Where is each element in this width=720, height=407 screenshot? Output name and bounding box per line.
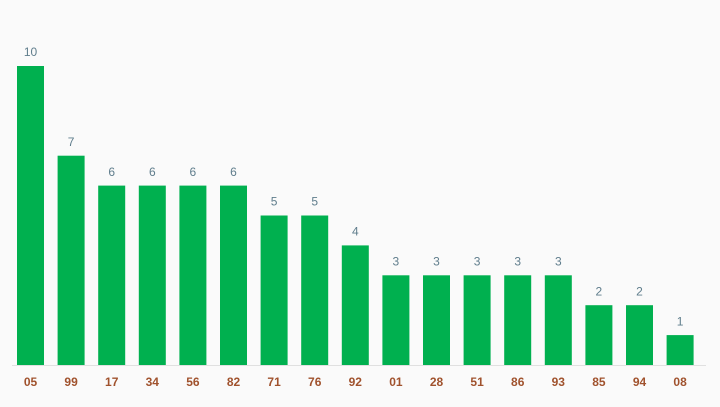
x-tick-label: 34	[146, 375, 160, 389]
bar	[544, 275, 572, 365]
value-label: 6	[230, 165, 237, 179]
value-label: 5	[311, 195, 318, 209]
value-label: 6	[190, 165, 197, 179]
bar	[220, 185, 247, 365]
bar	[585, 305, 613, 365]
value-label: 4	[352, 225, 359, 239]
value-label: 2	[596, 284, 603, 298]
bar	[179, 185, 207, 365]
x-tick-label: 82	[227, 375, 241, 389]
bar	[260, 215, 288, 365]
bar	[463, 275, 491, 365]
value-label: 3	[555, 254, 562, 268]
value-label: 3	[433, 254, 440, 268]
value-label: 3	[514, 254, 521, 268]
bar	[504, 275, 532, 365]
bar	[138, 185, 166, 365]
x-tick-label: 05	[24, 375, 38, 389]
bar	[17, 66, 44, 365]
x-tick-label: 85	[592, 375, 606, 389]
x-tick-label: 99	[64, 375, 78, 389]
bar	[98, 185, 126, 365]
x-tick-label: 01	[389, 375, 403, 389]
value-label: 6	[108, 165, 115, 179]
bar	[626, 305, 653, 365]
x-tick-label: 86	[511, 375, 525, 389]
x-tick-label: 17	[105, 375, 119, 389]
value-label: 2	[636, 284, 643, 298]
x-tick-label: 92	[349, 375, 363, 389]
value-label: 7	[68, 135, 75, 149]
x-tick-label: 28	[430, 375, 444, 389]
value-label: 1	[677, 314, 684, 328]
x-tick-label: 56	[186, 375, 200, 389]
value-label: 10	[24, 45, 38, 59]
value-label: 5	[271, 195, 278, 209]
x-tick-label: 93	[552, 375, 566, 389]
bar	[382, 275, 410, 365]
bar	[57, 155, 85, 365]
value-label: 3	[393, 254, 400, 268]
value-label: 3	[474, 254, 481, 268]
bar	[666, 335, 694, 365]
x-tick-label: 08	[673, 375, 687, 389]
x-tick-label: 94	[633, 375, 647, 389]
bar	[423, 275, 450, 365]
x-tick-label: 71	[267, 375, 281, 389]
bar	[301, 215, 329, 365]
value-label: 6	[149, 165, 156, 179]
bar	[341, 245, 369, 365]
x-tick-label: 51	[470, 375, 484, 389]
x-tick-label: 76	[308, 375, 322, 389]
